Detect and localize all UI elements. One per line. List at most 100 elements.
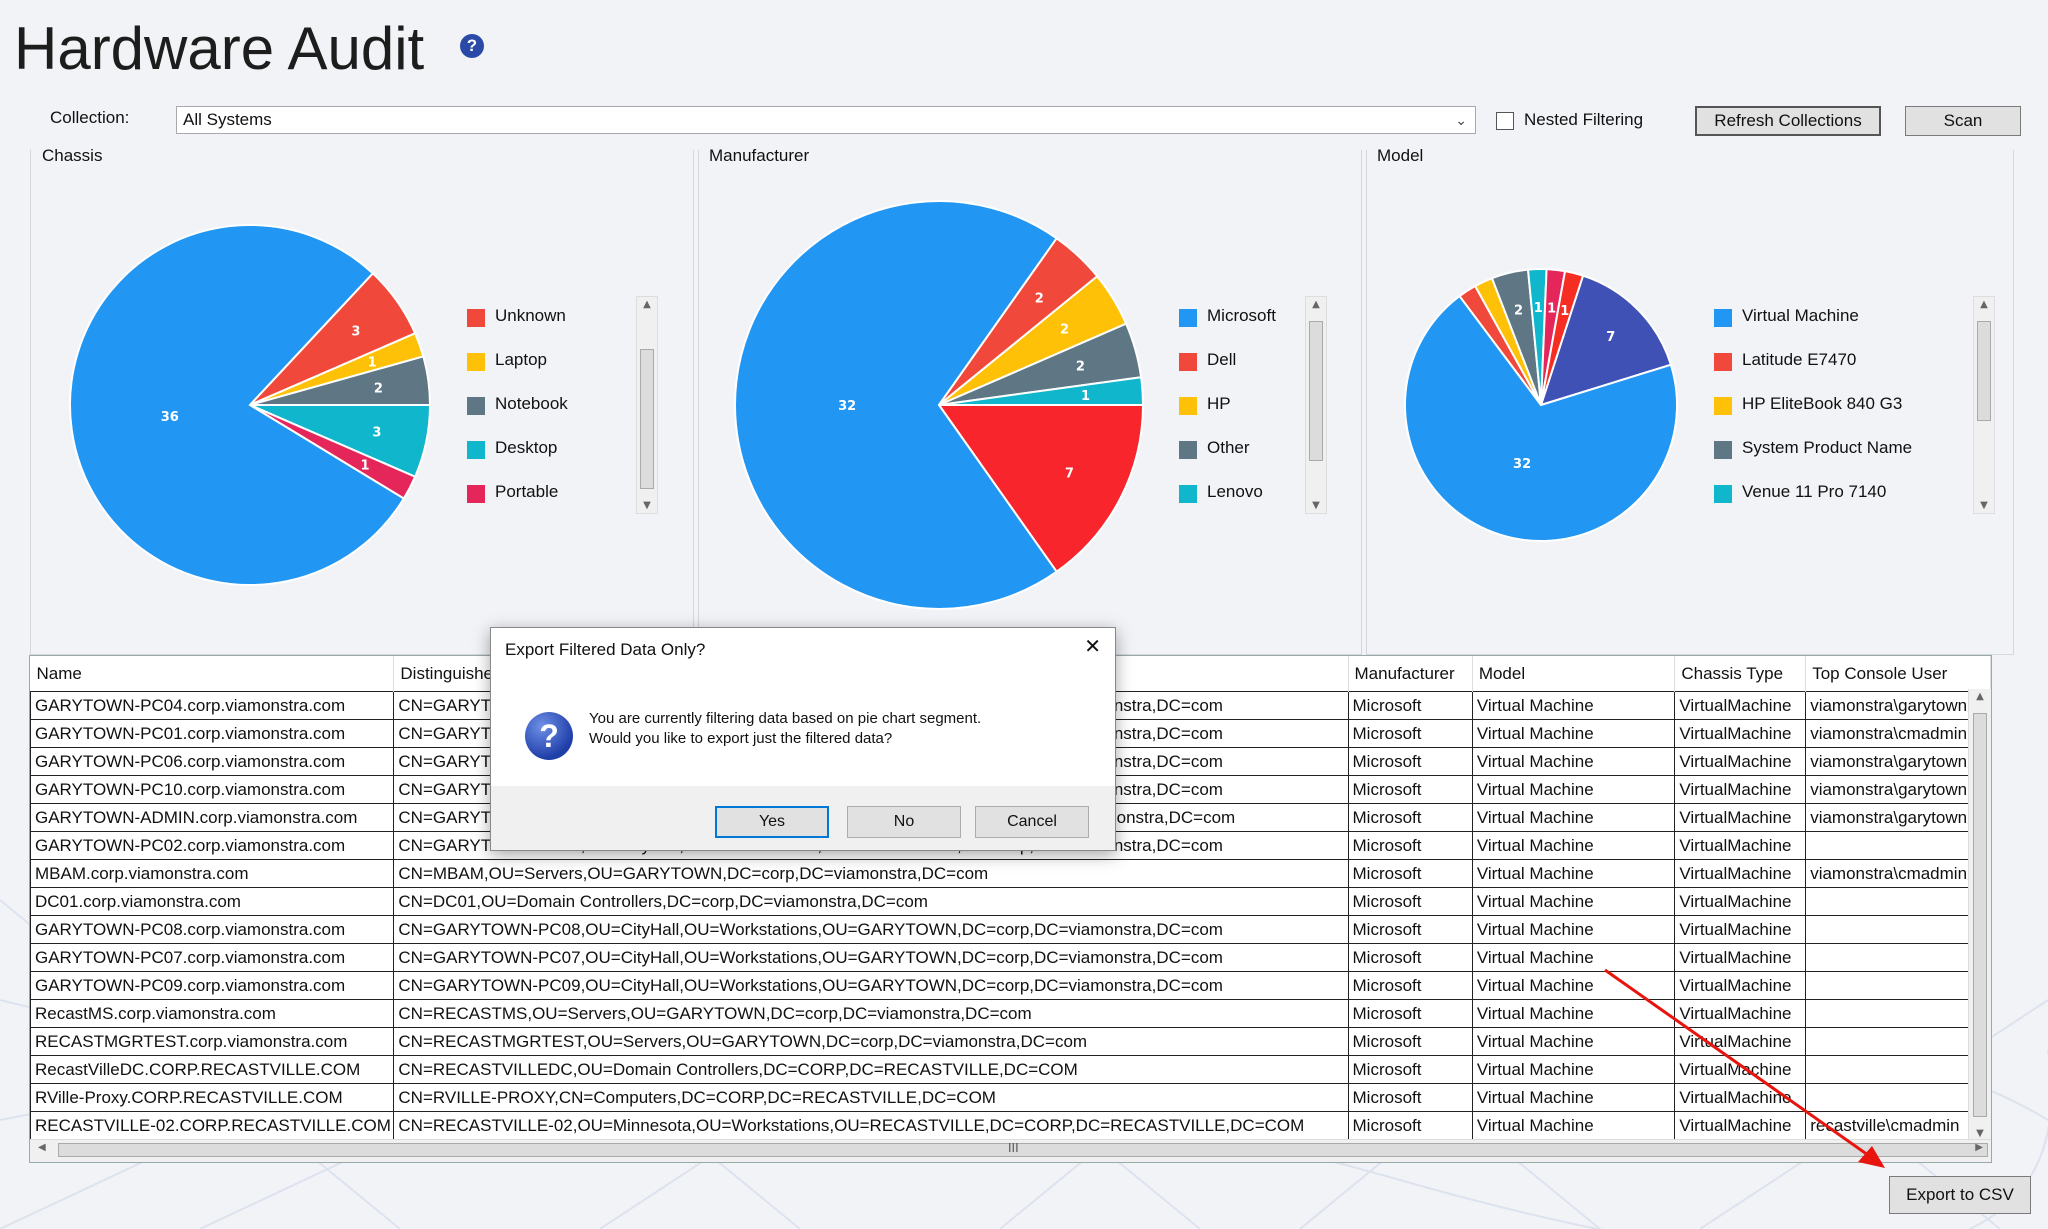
column-header-model[interactable]: Model <box>1472 656 1676 692</box>
scroll-down-icon[interactable]: ▼ <box>1312 500 1320 511</box>
slice-label: 3 <box>372 425 381 440</box>
slice-label: 2 <box>374 381 383 396</box>
pie-slice[interactable] <box>734 200 1059 610</box>
column-header-name[interactable]: Name <box>30 656 395 692</box>
table-cell: VirtualMachine <box>1674 831 1807 860</box>
table-cell: viamonstra\cmadmin <box>1805 719 1991 748</box>
collection-label: Collection: <box>50 108 130 127</box>
close-icon[interactable]: ✕ <box>1084 636 1101 658</box>
collection-value: All Systems <box>183 110 272 129</box>
export-filter-dialog: Export Filtered Data Only? ✕ ? You are c… <box>490 627 1116 851</box>
legend-swatch <box>467 441 485 459</box>
table-cell: viamonstra\garytown <box>1805 803 1991 832</box>
table-row[interactable]: DC01.corp.viamonstra.com CN=DC01,OU=Domai… <box>30 887 1991 916</box>
help-icon[interactable]: ? <box>460 34 484 58</box>
refresh-collections-button[interactable]: Refresh Collections <box>1695 106 1881 136</box>
manufacturer-legend: Microsoft Dell HP Other Lenovo <box>1179 306 1329 506</box>
table-cell: CN=DC01,OU=Domain Controllers,DC=corp,DC… <box>393 887 1349 916</box>
table-cell: Microsoft <box>1347 999 1473 1028</box>
export-to-csv-button[interactable]: Export to CSV <box>1889 1176 2031 1214</box>
slice-label: 36 <box>161 410 179 425</box>
pie-slice[interactable] <box>69 224 406 586</box>
legend-swatch <box>467 397 485 415</box>
model-legend-scrollbar[interactable]: ▲ ▼ <box>1973 296 1995 514</box>
table-cell: VirtualMachine <box>1674 999 1807 1028</box>
table-cell: Microsoft <box>1347 803 1473 832</box>
scroll-thumb[interactable] <box>58 1143 1988 1157</box>
table-cell: viamonstra\garytown <box>1805 747 1991 776</box>
scroll-grip: III <box>1008 1141 1019 1155</box>
chassis-legend: Unknown Laptop Notebook Desktop Portable <box>467 306 627 506</box>
table-cell: GARYTOWN-PC04.corp.viamonstra.com <box>30 691 395 720</box>
legend-swatch <box>1714 485 1732 503</box>
table-cell: RECASTVILLE-02.CORP.RECASTVILLE.COM <box>30 1111 395 1140</box>
legend-swatch <box>467 485 485 503</box>
table-row[interactable]: RECASTMGRTEST.corp.viamonstra.com CN=RECA… <box>30 1027 1991 1056</box>
legend-label: Latitude E7470 <box>1742 350 1857 369</box>
table-cell: VirtualMachine <box>1674 775 1807 804</box>
nested-filtering-checkbox[interactable] <box>1496 112 1514 130</box>
scroll-up-icon[interactable]: ▲ <box>1976 691 1984 702</box>
table-cell: CN=GARYTOWN-PC09,OU=CityHall,OU=Workstat… <box>393 971 1349 1000</box>
table-row[interactable]: RVille-Proxy.CORP.RECASTVILLE.COM CN=RVIL… <box>30 1083 1991 1112</box>
scan-button[interactable]: Scan <box>1905 106 2021 136</box>
column-header-manufacturer[interactable]: Manufacturer <box>1348 656 1473 692</box>
table-cell: RecastVilleDC.CORP.RECASTVILLE.COM <box>30 1055 395 1084</box>
scroll-thumb[interactable] <box>1977 321 1991 421</box>
legend-label: Virtual Machine <box>1742 306 1859 325</box>
yes-button[interactable]: Yes <box>715 806 829 838</box>
scroll-down-icon[interactable]: ▼ <box>1976 1128 1984 1139</box>
scroll-left-icon[interactable]: ◀ <box>38 1142 46 1153</box>
scroll-down-icon[interactable]: ▼ <box>643 500 651 511</box>
legend-swatch <box>1179 485 1197 503</box>
table-cell: Microsoft <box>1347 831 1473 860</box>
grid-vertical-scrollbar[interactable]: ▲ ▼ <box>1968 689 1991 1141</box>
manufacturer-legend-scrollbar[interactable]: ▲ ▼ <box>1305 296 1327 514</box>
table-cell <box>1805 971 1991 1000</box>
column-header-chassis-type[interactable]: Chassis Type <box>1674 656 1807 692</box>
table-cell: Virtual Machine <box>1471 943 1676 972</box>
table-cell: CN=RECASTMGRTEST,OU=Servers,OU=GARYTOWN,… <box>393 1027 1349 1056</box>
table-row[interactable]: GARYTOWN-PC07.corp.viamonstra.com CN=GARY… <box>30 943 1991 972</box>
table-cell: MBAM.corp.viamonstra.com <box>30 859 395 888</box>
slice-label: 7 <box>1606 330 1615 345</box>
scroll-up-icon[interactable]: ▲ <box>1312 299 1320 310</box>
scroll-right-icon[interactable]: ▶ <box>1975 1142 1983 1153</box>
scroll-up-icon[interactable]: ▲ <box>643 299 651 310</box>
scroll-down-icon[interactable]: ▼ <box>1980 500 1988 511</box>
table-row[interactable]: RecastVilleDC.CORP.RECASTVILLE.COM CN=REC… <box>30 1055 1991 1084</box>
no-button[interactable]: No <box>847 806 961 838</box>
grid-horizontal-scrollbar[interactable]: ◀ III ▶ <box>30 1139 1991 1162</box>
scroll-thumb[interactable] <box>640 349 654 489</box>
legend-swatch <box>1714 397 1732 415</box>
chassis-legend-scrollbar[interactable]: ▲ ▼ <box>636 296 658 514</box>
model-chart-title: Model <box>1377 146 1424 165</box>
cancel-button[interactable]: Cancel <box>975 806 1089 838</box>
slice-label: 2 <box>1514 304 1523 319</box>
scroll-thumb[interactable] <box>1309 321 1323 461</box>
pie-slice[interactable] <box>249 355 432 406</box>
table-row[interactable]: RecastMS.corp.viamonstra.com CN=RECASTMS,… <box>30 999 1991 1028</box>
scroll-up-icon[interactable]: ▲ <box>1980 299 1988 310</box>
arrow-shaft <box>1604 968 1869 1157</box>
slice-label: 7 <box>1065 467 1074 482</box>
legend-swatch <box>467 309 485 327</box>
table-cell: Microsoft <box>1347 1111 1473 1140</box>
legend-label: Other <box>1207 438 1250 457</box>
table-cell: Microsoft <box>1347 1027 1473 1056</box>
model-legend: Virtual Machine Latitude E7470 HP EliteB… <box>1714 306 1954 506</box>
pie-slice[interactable] <box>938 376 1145 406</box>
dialog-message-line1: You are currently filtering data based o… <box>589 710 982 727</box>
collection-dropdown[interactable]: All Systems ⌄ <box>176 106 1476 134</box>
pie-slice[interactable] <box>937 404 1145 574</box>
legend-swatch <box>1714 309 1732 327</box>
scroll-thumb[interactable] <box>1973 713 1987 1117</box>
pie-slice[interactable] <box>1540 269 1585 406</box>
slice-label: 1 <box>368 356 377 371</box>
table-cell: GARYTOWN-PC01.corp.viamonstra.com <box>30 719 395 748</box>
table-row[interactable]: MBAM.corp.viamonstra.com CN=MBAM,OU=Serve… <box>30 859 1991 888</box>
pie-slice[interactable] <box>1404 294 1678 542</box>
column-header-top-console-user[interactable]: Top Console User <box>1805 656 1991 692</box>
